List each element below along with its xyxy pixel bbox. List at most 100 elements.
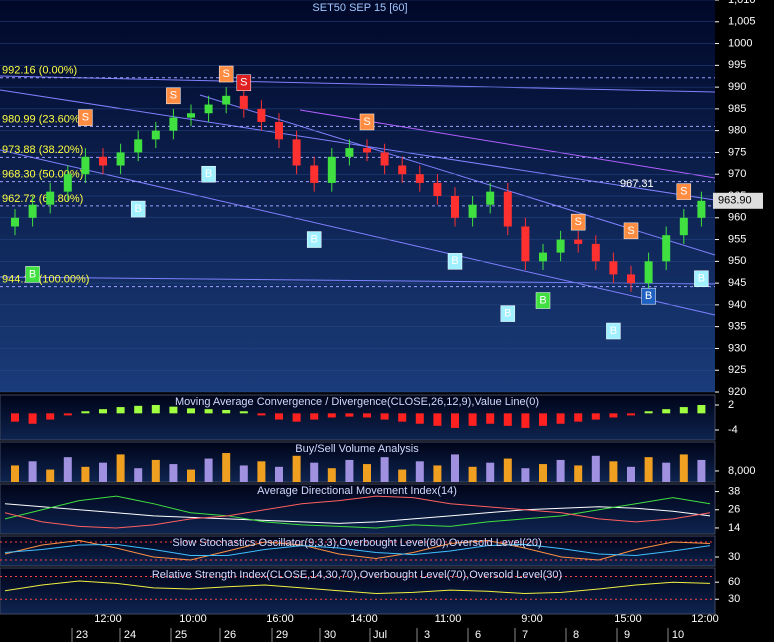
y-tick-label: 1000	[728, 37, 752, 49]
annotation: 967.31	[620, 178, 654, 190]
last-price-box	[713, 192, 763, 209]
signal-label: S	[575, 216, 582, 228]
bar	[591, 413, 600, 420]
y-tick-label: 960	[728, 212, 746, 224]
bar	[134, 468, 143, 482]
y-tick-label: 38	[728, 485, 740, 497]
day-label: 10	[672, 629, 684, 641]
candle-body	[310, 165, 319, 183]
day-label: 24	[124, 629, 136, 641]
bar	[644, 411, 653, 414]
bar	[433, 465, 442, 482]
candle-body	[574, 239, 583, 244]
bar	[239, 411, 248, 414]
bar	[11, 413, 19, 422]
y-tick-label: 930	[728, 342, 746, 354]
bar	[204, 458, 213, 482]
fib-label: 980.99 (23.60%)	[2, 113, 83, 125]
signal-box	[694, 270, 709, 288]
fib-label: 962.72 (61.80%)	[2, 193, 83, 205]
signal-box	[676, 183, 692, 200]
panel-title: Average Directional Movement Index(14)	[257, 485, 457, 497]
y-tick-label: 990	[728, 81, 746, 93]
bar	[275, 466, 283, 482]
bar	[99, 462, 107, 482]
indicator-line	[4, 503, 711, 524]
indicator-line	[4, 543, 711, 557]
bar	[275, 413, 283, 420]
bar	[697, 459, 706, 482]
candle-body	[11, 217, 19, 227]
signal-label: B	[311, 233, 318, 245]
day-label: 6	[475, 629, 481, 641]
signal-label: S	[170, 90, 177, 102]
bar	[63, 413, 72, 416]
fib-label: 968.30 (50.00%)	[2, 169, 83, 181]
signal-box	[201, 165, 216, 183]
signal-box	[535, 292, 551, 309]
signal-box	[500, 305, 516, 322]
bar	[363, 464, 371, 482]
bar	[81, 411, 90, 414]
day-label: 29	[276, 629, 288, 641]
bar	[327, 413, 336, 418]
fib-label: 992.16 (0.00%)	[2, 65, 77, 77]
bar	[327, 468, 336, 482]
y-tick-label: 30	[728, 593, 740, 605]
bar	[345, 413, 354, 417]
y-tick-label: 920	[728, 386, 746, 398]
y-tick-label: 26	[728, 504, 740, 516]
candle-body	[187, 113, 195, 118]
candle-body	[503, 191, 512, 227]
bar	[28, 461, 37, 482]
y-tick-label: 950	[728, 255, 746, 267]
bar	[627, 466, 635, 482]
bar	[609, 413, 618, 418]
bar	[398, 413, 407, 422]
bar	[310, 413, 319, 420]
signal-box	[166, 87, 181, 105]
bar	[63, 457, 72, 482]
bar	[46, 413, 55, 420]
candle-body	[28, 204, 37, 218]
candle-body	[433, 182, 442, 196]
indicator-line	[4, 495, 711, 529]
bar	[222, 410, 231, 414]
y-tick-label: 980	[728, 125, 746, 137]
bar	[679, 454, 688, 482]
candle-body	[468, 204, 477, 218]
candle-body	[380, 152, 389, 166]
candle-body	[151, 130, 160, 140]
bar	[503, 413, 512, 426]
y-tick-label: 985	[728, 103, 746, 115]
y-tick-label: 995	[728, 59, 746, 71]
bar	[310, 462, 319, 482]
candle-body	[591, 243, 600, 262]
bar	[46, 469, 55, 482]
candle-body	[521, 226, 530, 262]
bar	[169, 464, 178, 482]
indicator-panel	[0, 567, 716, 615]
y-tick-label: 955	[728, 233, 746, 245]
candle-body	[257, 108, 266, 122]
y-tick-label: 60	[728, 576, 740, 588]
time-label: 15:00	[614, 613, 642, 625]
panel-title: Moving Average Convergence / Divergence(…	[175, 396, 539, 408]
candle-body	[451, 196, 459, 218]
bar	[398, 469, 407, 482]
bar	[345, 459, 354, 482]
indicator-line	[4, 539, 711, 561]
bar	[380, 413, 389, 420]
signal-box	[623, 222, 639, 240]
day-label: 26	[224, 629, 236, 641]
candle-body	[539, 252, 547, 262]
bar	[151, 405, 160, 414]
panel-title: Slow Stochastics Oscillator(9,3,3),Overb…	[172, 537, 541, 549]
candle-body	[345, 148, 354, 157]
day-label: 9	[624, 629, 630, 641]
bar	[11, 465, 19, 482]
signal-label: S	[223, 68, 230, 80]
time-label: 11:00	[435, 613, 462, 625]
bar	[187, 469, 195, 482]
y-tick-label: 970	[728, 168, 746, 180]
